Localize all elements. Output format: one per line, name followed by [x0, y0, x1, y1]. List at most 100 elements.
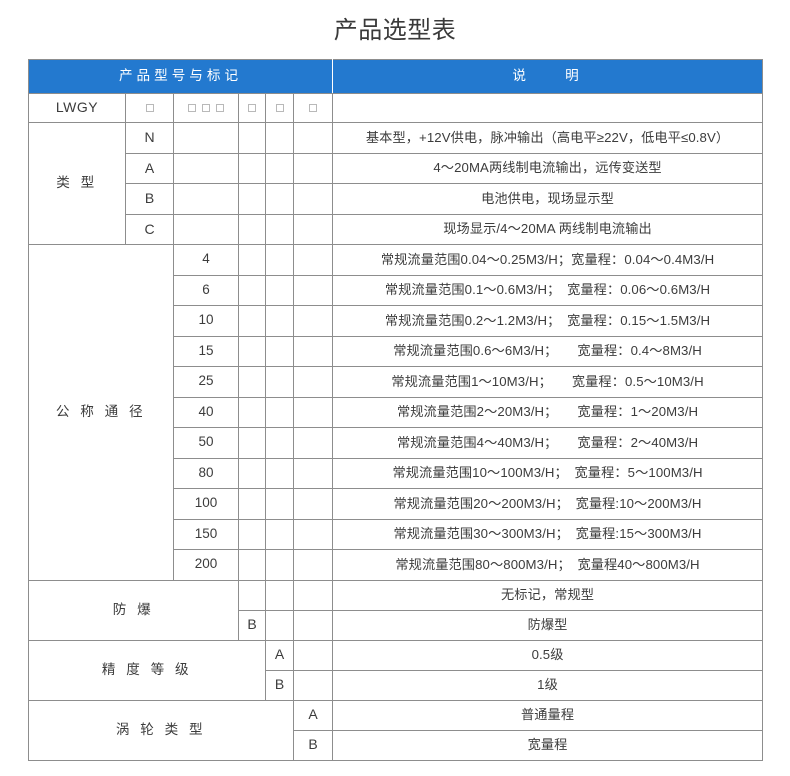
blank-cell [292, 213, 334, 245]
blank-cell [265, 122, 294, 154]
section-desc: 常规流量范围2～20M3/H； 宽量程：1～20M3/H [332, 396, 764, 428]
blank-cell [265, 457, 294, 489]
box-glyphs [297, 104, 329, 112]
table-row: 10 常规流量范围0.2～1.2M3/H； 宽量程：0.15～1.5M3/H [29, 305, 764, 337]
table-row: 类 型 N 基本型，+12V供电，脉冲输出（高电平≥22V，低电平≤0.8V） [28, 122, 764, 245]
blank-cell [238, 244, 266, 276]
blank-cell [238, 396, 266, 428]
table-row: 防 爆 无标记，常规型 [28, 579, 764, 641]
code-box-group-1 [125, 93, 174, 123]
table-row: 15 常规流量范围0.6～6M3/H； 宽量程：0.4～8M3/H [29, 335, 764, 367]
box-glyphs [242, 104, 262, 112]
table-row: 6 常规流量范围0.1～0.6M3/H； 宽量程：0.06～0.6M3/H [29, 274, 764, 306]
blank-cell [265, 427, 294, 459]
blank-cell [238, 152, 266, 184]
section-desc: 0.5级 [332, 639, 764, 671]
section-code: B [265, 669, 294, 701]
blank-cell [265, 488, 294, 520]
section-label-explosion-proof: 防 爆 [28, 579, 239, 641]
blank-cell [238, 335, 266, 367]
section-desc: 常规流量范围80～800M3/H； 宽量程40～800M3/H [332, 549, 764, 581]
section-desc: 常规流量范围0.6～6M3/H； 宽量程：0.4～8M3/H [332, 335, 764, 367]
blank-cell [292, 579, 334, 611]
section-desc: 电池供电，现场显示型 [332, 183, 764, 215]
blank-cell [173, 152, 239, 184]
blank-cell [265, 183, 294, 215]
code-row-desc [332, 93, 764, 123]
table-row: 公 称 通 径 4 常规流量范围0.04～0.25M3/H；宽量程：0.04～0… [28, 244, 764, 581]
table-row: B 1级 [29, 669, 764, 701]
section-label-accuracy-class: 精 度 等 级 [28, 639, 266, 701]
section-code: 50 [173, 427, 239, 459]
section-desc: 防爆型 [332, 609, 764, 641]
blank-cell [265, 152, 294, 184]
section-code: A [292, 699, 334, 731]
blank-cell [292, 639, 334, 671]
section-code: B [292, 729, 334, 761]
section-code: N [125, 122, 174, 154]
section-desc: 普通量程 [332, 699, 764, 731]
blank-cell [265, 366, 294, 398]
blank-cell [265, 609, 294, 641]
blank-cell [292, 609, 334, 641]
box-glyph-icon [145, 104, 154, 112]
section-desc: 1级 [332, 669, 764, 701]
section-code [238, 579, 266, 611]
box-glyphs [269, 104, 290, 112]
section-label-type: 类 型 [28, 122, 126, 245]
blank-cell [292, 488, 334, 520]
model-code-lwgy: LWGY [28, 93, 126, 123]
section-desc: 常规流量范围4～40M3/H； 宽量程：2～40M3/H [332, 427, 764, 459]
section-desc: 常规流量范围0.2～1.2M3/H； 宽量程：0.15～1.5M3/H [332, 305, 764, 337]
blank-cell [238, 213, 266, 245]
blank-cell [292, 427, 334, 459]
blank-cell [265, 305, 294, 337]
section-desc: 无标记，常规型 [332, 579, 764, 611]
blank-cell [265, 549, 294, 581]
blank-cell [265, 518, 294, 550]
section-code: A [125, 152, 174, 184]
table-row: 150 常规流量范围30～300M3/H； 宽量程:15～300M3/H [29, 518, 764, 550]
section-desc: 4～20MA两线制电流输出，远传变送型 [332, 152, 764, 184]
blank-cell [238, 122, 266, 154]
blank-cell [292, 305, 334, 337]
code-box-group-4 [265, 93, 294, 123]
section-desc: 现场显示/4～20MA 两线制电流输出 [332, 213, 764, 245]
box-glyph-icon [309, 104, 318, 112]
table-row: C 现场显示/4～20MA 两线制电流输出 [29, 213, 764, 245]
blank-cell [238, 549, 266, 581]
table-row: 40 常规流量范围2～20M3/H； 宽量程：1～20M3/H [29, 396, 764, 428]
blank-cell [292, 669, 334, 701]
section-code: B [125, 183, 174, 215]
blank-cell [292, 549, 334, 581]
model-code-row: LWGY [28, 93, 764, 123]
section-code: A [265, 639, 294, 671]
section-code: 40 [173, 396, 239, 428]
section-desc: 宽量程 [332, 729, 764, 761]
blank-cell [292, 457, 334, 489]
box-glyph-icon [275, 104, 284, 112]
box-glyph-icon [188, 104, 196, 112]
blank-cell [173, 213, 239, 245]
blank-cell [292, 244, 334, 276]
section-label-nominal-diameter: 公 称 通 径 [28, 244, 174, 581]
box-glyph-icon [202, 104, 210, 112]
section-label-turbine-type: 涡 轮 类 型 [28, 699, 294, 761]
table-row: A 4～20MA两线制电流输出，远传变送型 [29, 152, 764, 184]
blank-cell [292, 335, 334, 367]
blank-cell [238, 427, 266, 459]
blank-cell [238, 183, 266, 215]
section-desc: 常规流量范围20～200M3/H； 宽量程:10～200M3/H [332, 488, 764, 520]
blank-cell [265, 396, 294, 428]
blank-cell [238, 274, 266, 306]
table-row: 涡 轮 类 型 A 普通量程 [28, 699, 764, 761]
blank-cell [238, 366, 266, 398]
code-box-group-2 [173, 93, 239, 123]
section-desc: 常规流量范围10～100M3/H； 宽量程：5～100M3/H [332, 457, 764, 489]
section-desc: 常规流量范围0.04～0.25M3/H；宽量程：0.04～0.4M3/H [332, 244, 764, 276]
page-title: 产品选型表 [333, 17, 457, 44]
table-row: B 电池供电，现场显示型 [29, 183, 764, 215]
section-code: 80 [173, 457, 239, 489]
section-code: 6 [173, 274, 239, 306]
